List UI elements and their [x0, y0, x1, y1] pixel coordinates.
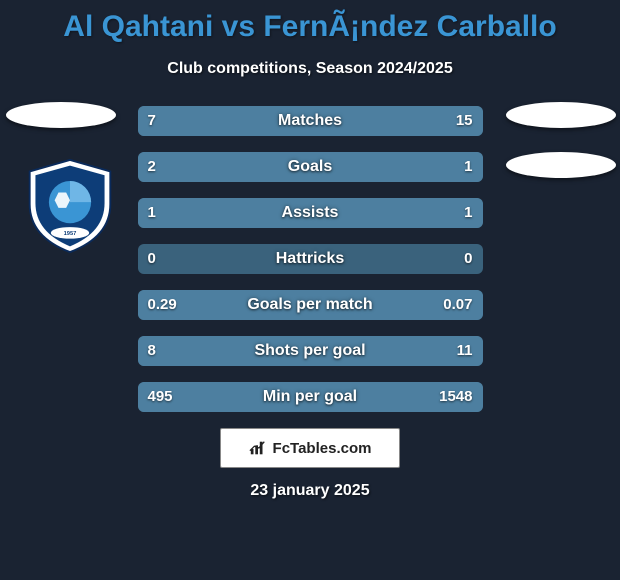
stat-row: 715Matches [138, 106, 483, 136]
stat-label: Hattricks [138, 244, 483, 274]
club-crest-left: 1957 [22, 158, 118, 254]
player-right-placeholder-2 [506, 152, 616, 178]
stat-row: 21Goals [138, 152, 483, 182]
branding-text: FcTables.com [273, 440, 372, 457]
stat-label: Matches [138, 106, 483, 136]
stat-row: 4951548Min per goal [138, 382, 483, 412]
stat-label: Shots per goal [138, 336, 483, 366]
stat-bars: 715Matches 21Goals 11Assists 00Hattricks 0.2… [138, 106, 483, 412]
stat-row: 811Shots per goal [138, 336, 483, 366]
stat-label: Goals per match [138, 290, 483, 320]
page-title: Al Qahtani vs FernÃ¡ndez Carballo [0, 0, 620, 44]
player-right-placeholder-1 [506, 102, 616, 128]
stat-row: 00Hattricks [138, 244, 483, 274]
player-left-placeholder [6, 102, 116, 128]
stat-row: 11Assists [138, 198, 483, 228]
stat-label: Goals [138, 152, 483, 182]
branding-badge: FcTables.com [220, 428, 400, 468]
stat-label: Min per goal [138, 382, 483, 412]
date-text: 23 january 2025 [0, 482, 620, 500]
svg-text:1957: 1957 [64, 231, 77, 237]
stat-row: 0.290.07Goals per match [138, 290, 483, 320]
chart-icon [249, 439, 267, 457]
comparison-chart: 1957 715Matches 21Goals 11Assists 00Hattric… [0, 106, 620, 412]
stat-label: Assists [138, 198, 483, 228]
subtitle: Club competitions, Season 2024/2025 [0, 60, 620, 78]
